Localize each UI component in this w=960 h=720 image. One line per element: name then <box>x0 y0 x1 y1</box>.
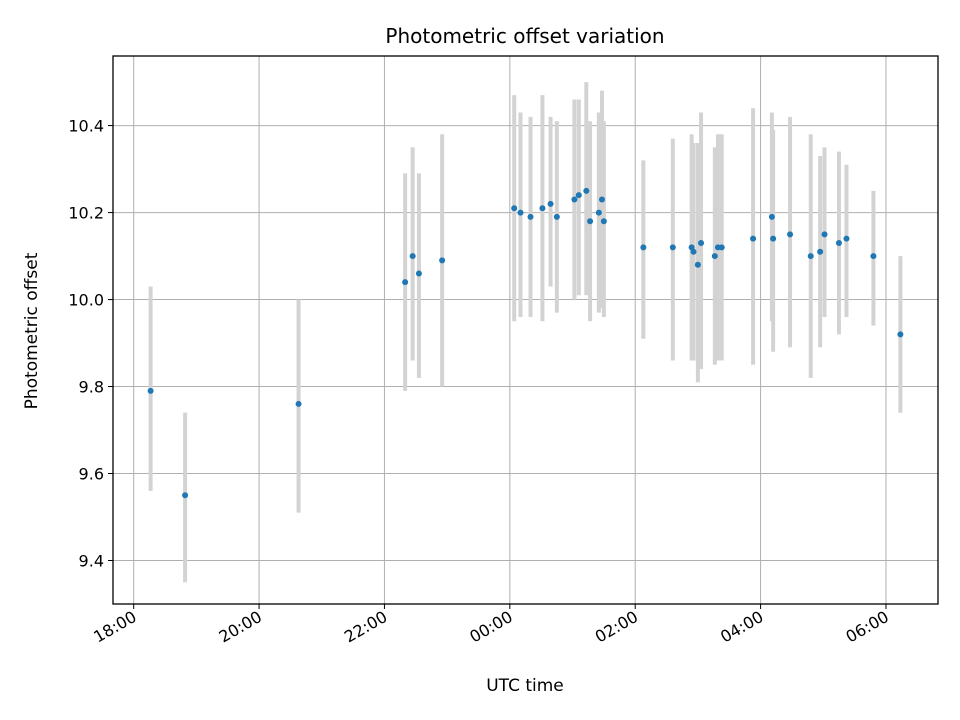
data-point <box>750 235 757 242</box>
data-point <box>547 200 554 207</box>
data-point <box>539 205 546 212</box>
data-point <box>511 205 518 212</box>
data-point <box>517 209 524 216</box>
data-point <box>439 257 446 264</box>
y-tick-label: 10.4 <box>68 117 104 136</box>
data-point <box>295 400 302 407</box>
y-tick-label: 9.6 <box>79 465 104 484</box>
data-point <box>575 192 582 199</box>
data-point <box>897 331 904 338</box>
data-point <box>595 209 602 216</box>
data-point <box>843 235 850 242</box>
data-point <box>694 261 701 268</box>
data-point <box>147 387 154 394</box>
data-point <box>527 213 534 220</box>
x-axis-label: UTC time <box>486 676 564 696</box>
data-point <box>415 270 422 277</box>
data-point <box>817 248 824 255</box>
data-point <box>787 231 794 238</box>
data-point <box>870 253 877 260</box>
data-point <box>698 240 705 247</box>
y-tick-label: 10.0 <box>68 291 104 310</box>
y-axis: 9.4 9.6 9.8 10.0 10.2 10.4 <box>68 117 113 571</box>
data-point <box>718 244 725 251</box>
y-axis-label: Photometric offset <box>22 252 42 409</box>
data-points <box>147 187 904 499</box>
y-tick-label: 10.2 <box>68 204 104 223</box>
chart-title: Photometric offset variation <box>385 24 664 48</box>
data-point <box>402 279 409 286</box>
y-tick-label: 9.8 <box>79 378 104 397</box>
data-point <box>409 253 416 260</box>
data-point <box>598 196 605 203</box>
data-point <box>821 231 828 238</box>
data-point <box>770 235 777 242</box>
data-point <box>768 213 775 220</box>
data-point <box>600 218 607 225</box>
data-point <box>690 248 697 255</box>
data-point <box>182 492 189 499</box>
data-point <box>583 187 590 194</box>
data-point <box>711 253 718 260</box>
grid <box>113 56 938 604</box>
plot-frame <box>112 55 939 605</box>
data-point <box>571 196 578 203</box>
data-point <box>669 244 676 251</box>
data-point <box>587 218 594 225</box>
data-point <box>553 213 560 220</box>
y-tick-label: 9.4 <box>79 552 104 571</box>
data-point <box>807 253 814 260</box>
data-point <box>835 240 842 247</box>
data-point <box>640 244 647 251</box>
